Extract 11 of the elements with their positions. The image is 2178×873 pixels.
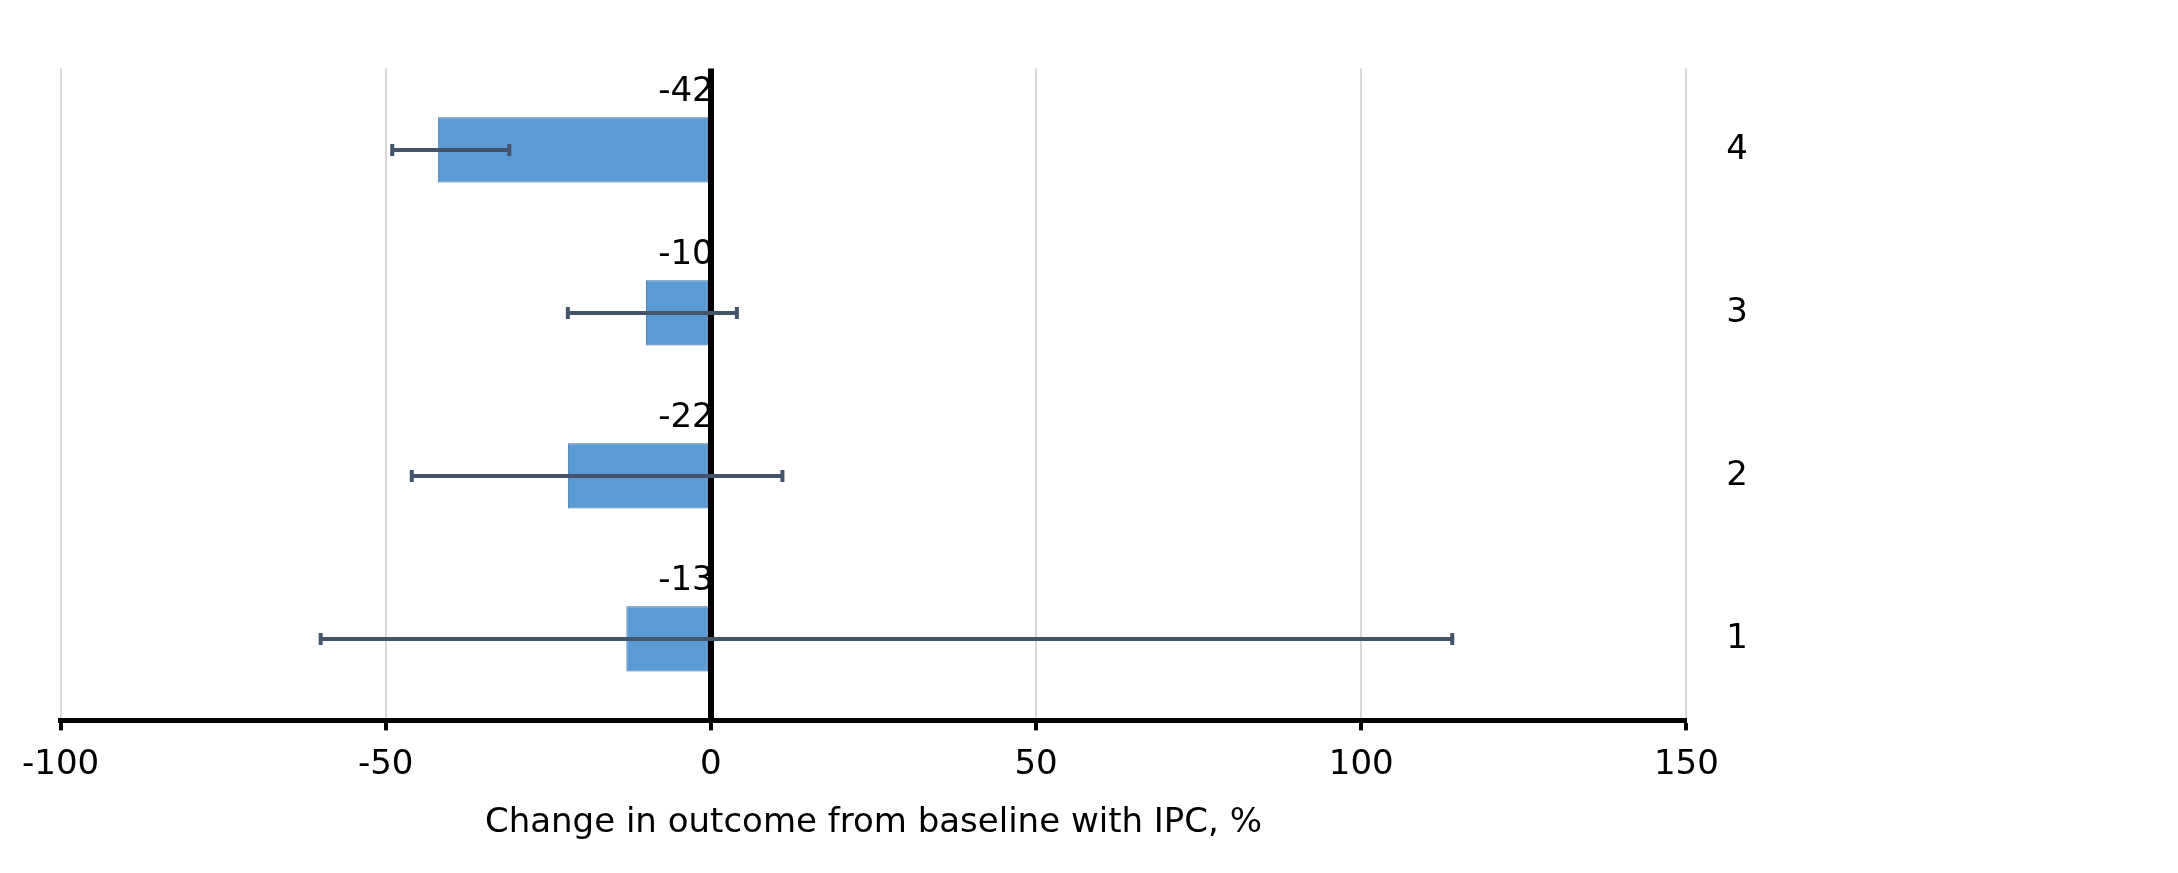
x-tick-label: 100 bbox=[1328, 741, 1394, 782]
x-tick-label: -50 bbox=[357, 741, 414, 782]
y-tick-label: 1 bbox=[1726, 615, 1749, 656]
x-axis-title: Change in outcome from baseline with IPC, % bbox=[484, 800, 1263, 841]
x-tick-label: 150 bbox=[1653, 741, 1719, 782]
x-tick-label: -100 bbox=[22, 741, 100, 782]
y-tick-label: 4 bbox=[1726, 126, 1749, 167]
x-tick-label: 50 bbox=[1014, 741, 1058, 782]
y-tick-label: 3 bbox=[1726, 289, 1749, 330]
y-tick-label: 2 bbox=[1726, 452, 1749, 493]
x-tick-label: 0 bbox=[700, 741, 722, 782]
